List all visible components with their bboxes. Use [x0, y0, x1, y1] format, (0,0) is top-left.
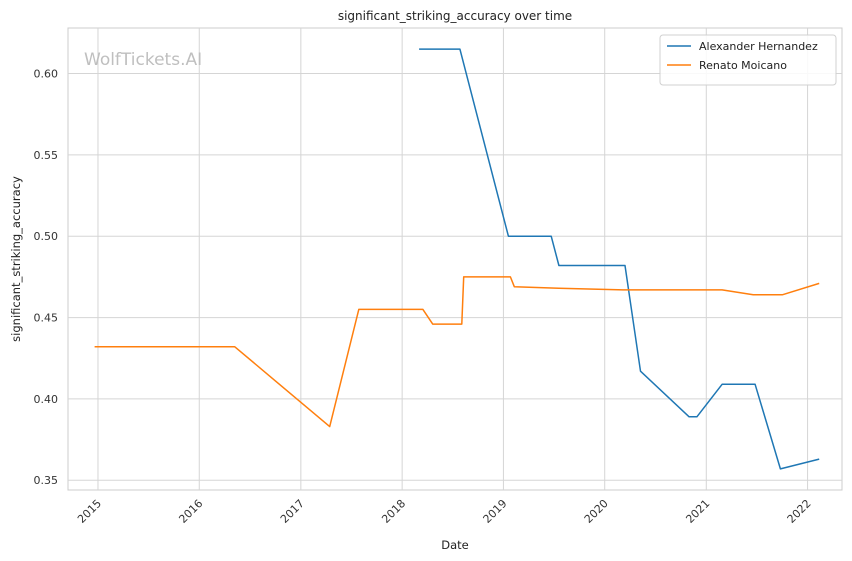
plot-area	[67, 27, 843, 491]
legend-box	[659, 34, 837, 86]
y-tick-label: 0.60	[34, 68, 59, 81]
series-line-alexander-hernandez	[419, 48, 820, 470]
watermark-text: WolfTickets.AI	[84, 50, 202, 70]
x-tick-label: 2017	[278, 497, 307, 526]
x-tick-label: 2016	[176, 497, 205, 526]
x-axis-title: Date	[441, 538, 469, 552]
legend: Alexander Hernandez Renato Moicano	[659, 34, 837, 86]
y-axis-title: significant_striking_accuracy	[9, 176, 23, 342]
y-tick-label: 0.35	[34, 474, 59, 487]
y-tick-label: 0.55	[34, 149, 59, 162]
legend-label: Renato Moicano	[699, 59, 787, 72]
y-tick-label: 0.40	[34, 393, 59, 406]
x-tick-label: 2018	[379, 497, 408, 526]
gridlines	[68, 28, 842, 490]
chart-title: significant_striking_accuracy over time	[338, 9, 572, 23]
x-tick-label: 2015	[75, 497, 104, 526]
y-axis-ticks: 0.35 0.40 0.45 0.50 0.55 0.60	[34, 68, 59, 488]
x-tick-label: 2021	[683, 497, 712, 526]
series-lines	[94, 48, 820, 470]
x-axis-ticks: 2015 2016 2017 2018 2019 2020 2021 2022	[75, 497, 814, 526]
x-tick-label: 2020	[582, 497, 611, 526]
x-tick-label: 2022	[785, 497, 814, 526]
y-tick-label: 0.50	[34, 230, 59, 243]
series-line-renato-moicano	[94, 276, 820, 428]
legend-label: Alexander Hernandez	[699, 40, 818, 53]
x-tick-label: 2019	[481, 497, 510, 526]
y-tick-label: 0.45	[34, 312, 59, 325]
